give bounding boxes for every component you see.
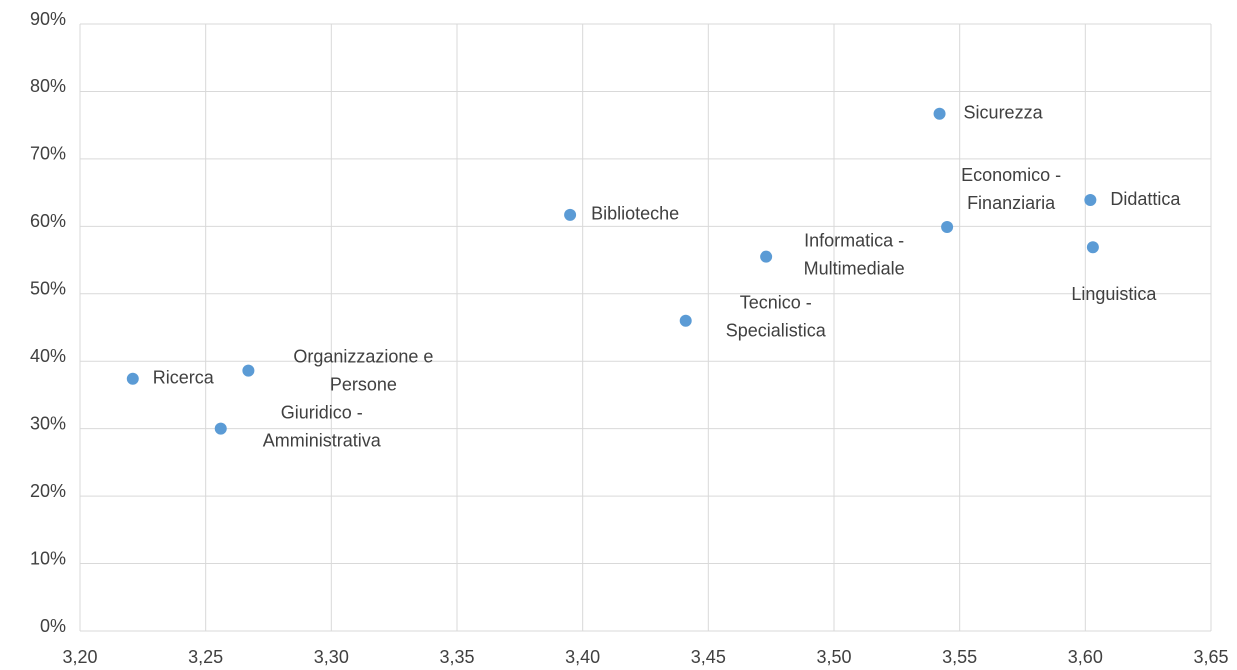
- y-tick-label: 30%: [30, 413, 66, 433]
- x-tick-label: 3,35: [439, 647, 474, 667]
- y-tick-label: 50%: [30, 279, 66, 299]
- point-label: Ricerca: [153, 368, 215, 388]
- point-label: Finanziaria: [967, 193, 1056, 213]
- point-label: Specialistica: [726, 321, 827, 341]
- point: [941, 221, 954, 234]
- point-label: Giuridico -: [281, 402, 363, 422]
- y-tick-label: 60%: [30, 211, 66, 231]
- x-tick-label: 3,20: [62, 647, 97, 667]
- y-tick-label: 10%: [30, 548, 66, 568]
- y-tick-label: 90%: [30, 9, 66, 29]
- point-label: Persone: [330, 374, 397, 394]
- point-label: Organizzazione e: [293, 346, 433, 366]
- x-tick-label: 3,60: [1068, 647, 1103, 667]
- point: [242, 364, 255, 377]
- y-tick-label: 0%: [40, 616, 66, 636]
- point: [760, 250, 773, 263]
- point-label: Amministrativa: [263, 430, 382, 450]
- point-label: Tecnico -: [740, 293, 812, 313]
- x-tick-label: 3,45: [691, 647, 726, 667]
- point: [126, 372, 139, 385]
- x-tick-label: 3,40: [565, 647, 600, 667]
- point-label: Linguistica: [1071, 284, 1157, 304]
- point: [1086, 241, 1099, 254]
- point-label: Biblioteche: [591, 204, 679, 224]
- y-tick-label: 80%: [30, 76, 66, 96]
- x-tick-label: 3,65: [1193, 647, 1228, 667]
- point: [679, 314, 692, 327]
- point: [1084, 194, 1097, 207]
- point-label: Economico -: [961, 165, 1061, 185]
- point-label: Informatica -: [804, 230, 904, 250]
- x-tick-label: 3,50: [816, 647, 851, 667]
- x-tick-label: 3,25: [188, 647, 223, 667]
- point-label: Multimediale: [804, 258, 905, 278]
- point: [933, 107, 946, 120]
- point: [564, 208, 577, 221]
- point-label: Sicurezza: [964, 102, 1044, 122]
- point: [214, 422, 227, 435]
- x-tick-label: 3,55: [942, 647, 977, 667]
- y-tick-label: 20%: [30, 481, 66, 501]
- point-label: Didattica: [1110, 189, 1181, 209]
- x-tick-label: 3,30: [314, 647, 349, 667]
- y-tick-label: 40%: [30, 346, 66, 366]
- y-tick-label: 70%: [30, 144, 66, 164]
